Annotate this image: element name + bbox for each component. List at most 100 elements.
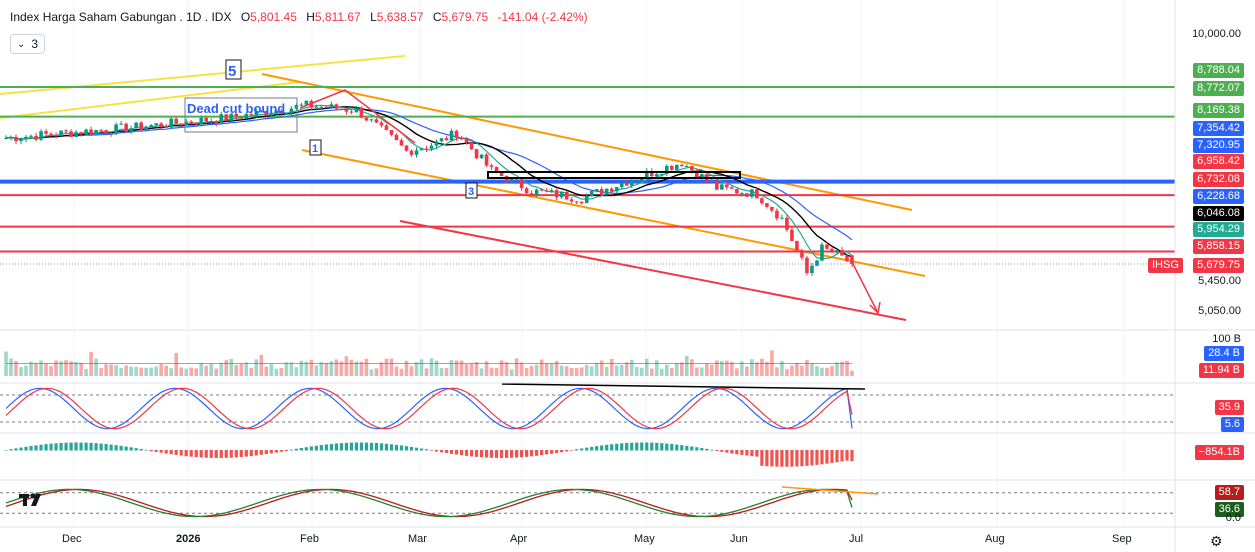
candle-body[interactable] <box>735 188 739 194</box>
candle-body[interactable] <box>294 105 299 109</box>
candle-body[interactable] <box>424 148 429 150</box>
candle-body[interactable] <box>519 179 524 189</box>
candle-body[interactable] <box>770 206 774 211</box>
candle-body[interactable] <box>24 136 28 140</box>
candle-body[interactable] <box>835 250 839 253</box>
candle-body[interactable] <box>624 183 629 186</box>
candle-body[interactable] <box>674 164 679 170</box>
candle-body[interactable] <box>760 198 764 204</box>
candle-body[interactable] <box>304 100 309 105</box>
candle-body[interactable] <box>579 201 584 204</box>
candle-body[interactable] <box>264 111 269 116</box>
candle-body[interactable] <box>589 191 594 196</box>
candle-body[interactable] <box>469 142 474 150</box>
candle-body[interactable] <box>354 107 359 113</box>
candle-body[interactable] <box>439 138 444 142</box>
candle-body[interactable] <box>549 190 554 192</box>
candle-body[interactable] <box>349 111 354 113</box>
candle-body[interactable] <box>244 114 249 119</box>
candle-body[interactable] <box>509 177 514 182</box>
candle-body[interactable] <box>314 106 319 108</box>
candle-body[interactable] <box>649 171 654 177</box>
candle-body[interactable] <box>389 130 394 135</box>
candle-body[interactable] <box>614 187 619 192</box>
candle-body[interactable] <box>474 149 479 159</box>
candle-body[interactable] <box>810 265 814 274</box>
candle-body[interactable] <box>384 125 389 131</box>
candle-body[interactable] <box>134 122 138 129</box>
candle-body[interactable] <box>154 123 158 126</box>
candle-body[interactable] <box>529 193 534 195</box>
candle-body[interactable] <box>725 184 729 188</box>
candle-body[interactable] <box>284 113 289 115</box>
candle-body[interactable] <box>49 133 53 136</box>
candle-body[interactable] <box>454 130 459 138</box>
candle-body[interactable] <box>629 180 634 186</box>
candle-body[interactable] <box>329 104 334 108</box>
candle-body[interactable] <box>209 121 214 123</box>
candle-body[interactable] <box>14 136 18 142</box>
candle-body[interactable] <box>604 188 609 195</box>
candle-body[interactable] <box>479 154 484 159</box>
candle-body[interactable] <box>9 136 13 139</box>
candle-body[interactable] <box>685 166 689 168</box>
candle-body[interactable] <box>174 118 179 124</box>
candle-body[interactable] <box>594 188 599 192</box>
candle-body[interactable] <box>344 109 349 112</box>
candle-body[interactable] <box>194 123 199 125</box>
candle-body[interactable] <box>104 130 108 133</box>
candle-body[interactable] <box>690 166 694 171</box>
candle-body[interactable] <box>584 195 589 204</box>
candle-body[interactable] <box>700 174 704 179</box>
candle-body[interactable] <box>805 257 809 274</box>
candle-body[interactable] <box>750 189 754 197</box>
candle-body[interactable] <box>800 250 804 258</box>
candle-body[interactable] <box>664 166 669 175</box>
candle-body[interactable] <box>84 129 88 135</box>
candle-body[interactable] <box>715 181 719 190</box>
candle-body[interactable] <box>669 166 674 170</box>
candle-body[interactable] <box>399 140 404 146</box>
candle-body[interactable] <box>34 135 38 140</box>
candle-body[interactable] <box>449 130 454 141</box>
candle-body[interactable] <box>850 255 854 264</box>
candle-body[interactable] <box>359 107 364 118</box>
candle-body[interactable] <box>149 125 153 127</box>
candle-body[interactable] <box>780 217 784 219</box>
candle-body[interactable] <box>379 122 384 126</box>
range-box[interactable] <box>487 171 741 179</box>
candle-body[interactable] <box>775 210 779 219</box>
candle-body[interactable] <box>184 121 189 126</box>
candle-body[interactable] <box>644 171 649 178</box>
candle-body[interactable] <box>765 203 769 207</box>
candle-body[interactable] <box>559 191 564 198</box>
candle-body[interactable] <box>654 174 659 177</box>
candle-body[interactable] <box>484 154 489 166</box>
projection-arrow[interactable] <box>851 261 879 314</box>
candle-body[interactable] <box>434 141 439 146</box>
candle-body[interactable] <box>679 164 684 167</box>
candle-body[interactable] <box>369 119 374 121</box>
candle-body[interactable] <box>785 217 789 230</box>
wave-label-box[interactable] <box>309 139 322 156</box>
candle-body[interactable] <box>94 129 98 135</box>
candle-body[interactable] <box>820 244 824 261</box>
dead-cut-box[interactable] <box>184 97 298 133</box>
candle-body[interactable] <box>139 122 143 130</box>
candle-body[interactable] <box>374 119 379 123</box>
candle-body[interactable] <box>169 118 173 128</box>
candle-body[interactable] <box>249 114 254 116</box>
candle-body[interactable] <box>444 138 449 141</box>
candle-body[interactable] <box>119 123 123 125</box>
candle-body[interactable] <box>845 255 849 262</box>
candle-body[interactable] <box>429 145 434 149</box>
candle-body[interactable] <box>204 117 209 122</box>
drawings[interactable]: Dead cut bound 5 1 3 <box>184 59 881 315</box>
candle-body[interactable] <box>59 130 63 136</box>
candle-body[interactable] <box>324 106 329 108</box>
candle-body[interactable] <box>404 145 409 151</box>
candle-body[interactable] <box>334 104 339 109</box>
candle-body[interactable] <box>124 123 128 132</box>
candle-body[interactable] <box>539 189 544 191</box>
